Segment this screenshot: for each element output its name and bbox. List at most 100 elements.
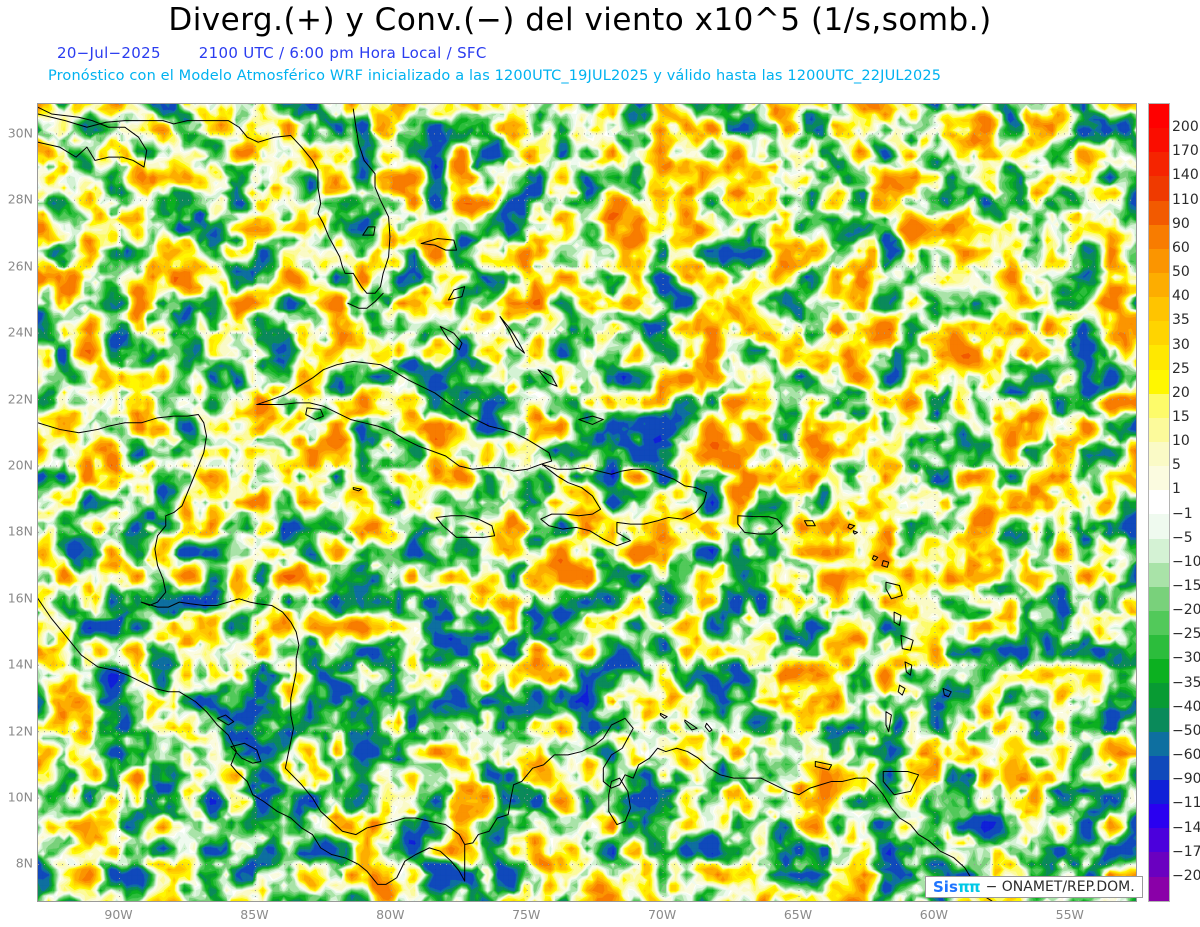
source-watermark: Sis ππ − ONAMET/REP.DOM. [925,876,1143,898]
colorbar-label: 110 [1172,192,1199,208]
colorbar-label: −15 [1172,578,1200,594]
colorbar-label: −60 [1172,747,1200,763]
lat-tick-20N: 20N [8,457,33,472]
colorbar-band [1149,563,1169,587]
colorbar-band [1149,756,1169,780]
lat-tick-18N: 18N [8,524,33,539]
colorbar-band [1149,708,1169,732]
lat-tick-10N: 10N [8,790,33,805]
colorbar-label: −170 [1172,844,1200,860]
colorbar-band [1149,418,1169,442]
colorbar-label: 1 [1172,481,1181,497]
colorbar-band [1149,442,1169,466]
colorbar-label: 10 [1172,433,1190,449]
colorbar-band [1149,635,1169,659]
lon-tick-80W: 80W [376,907,404,922]
colorbar-label: −90 [1172,771,1200,787]
colorbar-band [1149,394,1169,418]
divergence-shading-layer [38,104,1136,901]
colorbar-band [1149,587,1169,611]
lat-tick-16N: 16N [8,590,33,605]
colorbar-label: −40 [1172,699,1200,715]
colorbar-label: 35 [1172,312,1190,328]
colorbar-band [1149,852,1169,876]
colorbar-band [1149,273,1169,297]
colorbar-label: −5 [1172,530,1193,546]
brand-tt-icon: ππ [958,878,980,896]
valid-time-line: 20−Jul−2025 2100 UTC / 6:00 pm Hora Local… [57,44,487,62]
lat-tick-14N: 14N [8,657,33,672]
lat-tick-8N: 8N [16,856,33,871]
colorbar-label: 50 [1172,264,1190,280]
lat-tick-30N: 30N [8,125,33,140]
colorbar-label: 30 [1172,337,1190,353]
lon-tick-90W: 90W [104,907,132,922]
colorbar-band [1149,128,1169,152]
colorbar-band [1149,370,1169,394]
colorbar-label: 60 [1172,240,1190,256]
colorbar-band [1149,514,1169,538]
colorbar-label: 25 [1172,361,1190,377]
lon-tick-55W: 55W [1056,907,1084,922]
colorbar-label: −10 [1172,554,1200,570]
colorbar-band [1149,201,1169,225]
source-org-label: − ONAMET/REP.DOM. [986,879,1135,895]
latitude-axis: 30N 28N 26N 24N 22N 20N 18N 16N 14N 12N 10N 8N [0,0,37,927]
colorbar-label: 5 [1172,457,1181,473]
colorbar-label: 170 [1172,143,1199,159]
lat-tick-28N: 28N [8,192,33,207]
colorbar-label: −200 [1172,868,1200,884]
colorbar-label: −20 [1172,602,1200,618]
colorbar-band [1149,176,1169,200]
colorbar-tick-labels: 200 170 140 110 90 60 50 40 35 30 25 20 15 10 5 1 −1 −5 −1… [1172,103,1200,900]
lon-tick-60W: 60W [920,907,948,922]
colorbar-label: 40 [1172,288,1190,304]
colorbar-band [1149,732,1169,756]
colorbar-band [1149,611,1169,635]
map-plot-area[interactable] [37,103,1137,902]
colorbar-label: −140 [1172,820,1200,836]
colorbar-band [1149,345,1169,369]
lat-tick-22N: 22N [8,391,33,406]
forecast-time: 2100 UTC / 6:00 pm Hora Local / SFC [199,44,487,62]
colorbar-band [1149,828,1169,852]
colorbar [1148,103,1170,902]
lon-tick-70W: 70W [648,907,676,922]
colorbar-band [1149,249,1169,273]
colorbar-band [1149,804,1169,828]
colorbar-label: 15 [1172,409,1190,425]
colorbar-label: −110 [1172,795,1200,811]
colorbar-band [1149,539,1169,563]
colorbar-label: 200 [1172,119,1199,135]
colorbar-band [1149,490,1169,514]
colorbar-band [1149,877,1169,901]
colorbar-label: 90 [1172,216,1190,232]
colorbar-band [1149,297,1169,321]
colorbar-band [1149,104,1169,128]
colorbar-label: −1 [1172,506,1193,522]
lat-tick-12N: 12N [8,723,33,738]
colorbar-band [1149,780,1169,804]
lon-tick-85W: 85W [240,907,268,922]
forecast-date: 20−Jul−2025 [57,44,161,62]
colorbar-band [1149,466,1169,490]
colorbar-label: −35 [1172,675,1200,691]
colorbar-label: −50 [1172,723,1200,739]
colorbar-band [1149,225,1169,249]
model-run-line: Pronóstico con el Modelo Atmosférico WRF… [48,68,941,84]
colorbar-label: 140 [1172,167,1199,183]
lon-tick-65W: 65W [784,907,812,922]
colorbar-label: −25 [1172,626,1200,642]
longitude-axis: 90W 85W 80W 75W 70W 65W 60W 55W [0,901,1200,927]
lat-tick-26N: 26N [8,258,33,273]
lon-tick-75W: 75W [512,907,540,922]
colorbar-label: −30 [1172,650,1200,666]
colorbar-band [1149,659,1169,683]
colorbar-band [1149,683,1169,707]
lat-tick-24N: 24N [8,325,33,340]
colorbar-label: 20 [1172,385,1190,401]
brand-sis-text: Sis [933,878,958,896]
colorbar-band [1149,321,1169,345]
colorbar-band [1149,152,1169,176]
page-title: Diverg.(+) y Conv.(−) del viento x10^5 (… [0,2,1160,38]
